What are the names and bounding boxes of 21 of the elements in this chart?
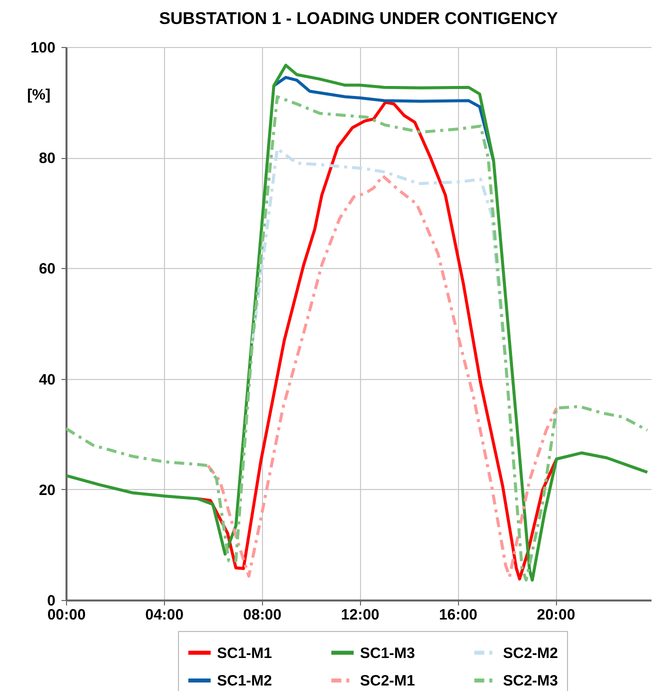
y-tick-label: 40 [38,371,56,388]
y-tick-label: 20 [38,482,56,499]
x-tick-label: 00:00 [47,606,86,624]
y-axis-title: [%] [27,86,51,104]
x-tick-label: 08:00 [243,606,282,624]
y-tick-label: 100 [30,40,56,56]
x-tick-label: 20:00 [536,606,576,624]
legend-label: SC1-M2 [217,672,272,690]
y-tick-label: 80 [38,150,56,168]
legend-label: SC2-M1 [360,672,416,690]
legend-label: SC2-M3 [503,672,558,690]
legend-label: SC1-M1 [217,644,272,662]
chart-title: SUBSTATION 1 - LOADING UNDER CONTIGENCY [159,9,559,28]
x-tick-label: 12:00 [341,606,380,624]
y-tick-label: 60 [38,260,56,278]
line-series [206,174,558,578]
x-tick-label: 16:00 [438,606,478,624]
legend-label: SC2-M2 [503,644,558,662]
x-tick-label: 04:00 [145,606,184,624]
legend-label: SC1-M3 [360,644,416,662]
y-tick-label: 0 [47,592,56,610]
